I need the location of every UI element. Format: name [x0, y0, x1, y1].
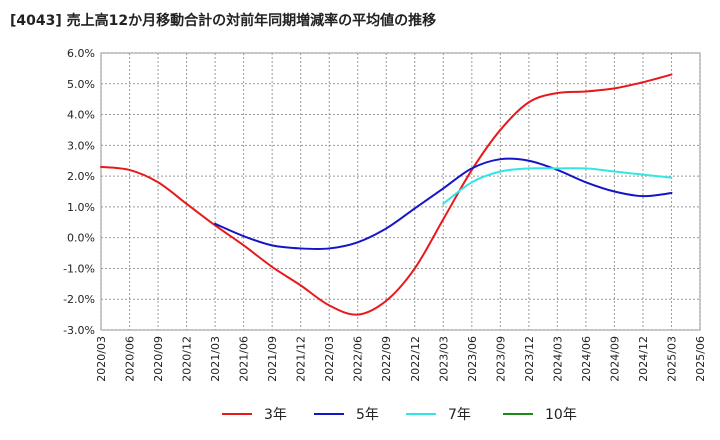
x-tick-label: 2023/12 [523, 336, 536, 382]
y-tick-label: -1.0% [63, 262, 95, 275]
x-tick-label: 2024/12 [637, 336, 650, 382]
y-tick-label: 0.0% [67, 232, 95, 245]
y-tick-label: 6.0% [67, 47, 95, 60]
x-tick-label: 2022/12 [409, 336, 422, 382]
series-line-3 [442, 167, 673, 205]
x-tick-label: 2023/03 [437, 336, 450, 382]
x-tick-label: 2022/03 [323, 336, 336, 382]
series-line-2 [214, 157, 673, 251]
y-tick-label: -3.0% [63, 324, 95, 337]
legend-label-2: 5年 [356, 407, 379, 423]
x-tick-label: 2023/09 [494, 336, 507, 382]
x-tick-label: 2020/09 [152, 336, 165, 382]
series-line-1 [100, 73, 673, 316]
legend-label-1: 3年 [264, 407, 287, 423]
x-tick-label: 2024/09 [608, 336, 621, 382]
y-tick-label: 5.0% [67, 78, 95, 91]
x-tick-label: 2020/12 [181, 336, 194, 382]
x-tick-label: 2025/03 [665, 336, 678, 382]
x-tick-label: 2025/06 [694, 336, 707, 382]
y-tick-label: 2.0% [67, 170, 95, 183]
x-tick-label: 2021/03 [209, 336, 222, 382]
legend-label-3: 7年 [448, 407, 471, 423]
x-tick-label: 2023/06 [466, 336, 479, 382]
x-tick-label: 2022/09 [380, 336, 393, 382]
x-tick-label: 2020/03 [95, 336, 108, 382]
x-tick-label: 2021/06 [238, 336, 251, 382]
chart-title: [4043] 売上高12か月移動合計の対前年同期増減率の平均値の推移 [10, 13, 437, 29]
y-tick-label: -2.0% [63, 293, 95, 306]
x-tick-label: 2022/06 [352, 336, 365, 382]
y-tick-label: 3.0% [67, 139, 95, 152]
y-tick-label: 1.0% [67, 201, 95, 214]
legend-label-4: 10年 [545, 407, 577, 423]
plot-area [100, 52, 701, 331]
x-tick-label: 2021/12 [295, 336, 308, 382]
y-tick-label: 4.0% [67, 109, 95, 122]
x-tick-label: 2024/06 [580, 336, 593, 382]
x-tick-label: 2021/09 [266, 336, 279, 382]
x-tick-label: 2024/03 [551, 336, 564, 382]
x-tick-label: 2020/06 [124, 336, 137, 382]
